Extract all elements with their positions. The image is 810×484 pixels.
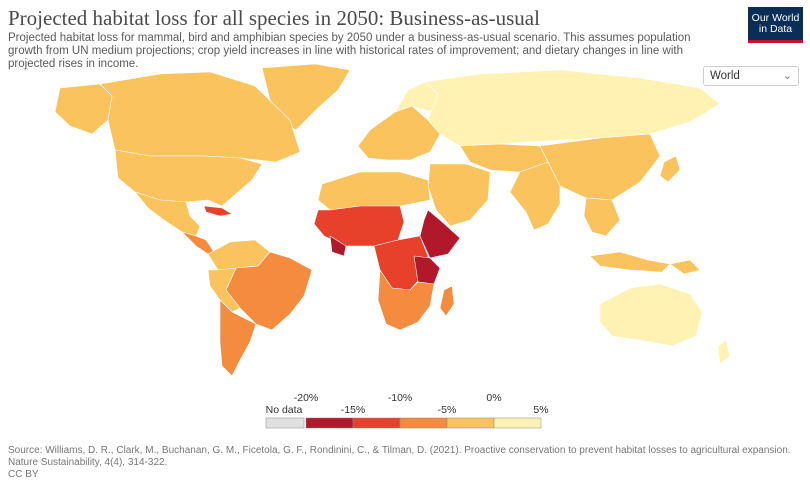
legend-no-data-label: No data: [266, 404, 303, 416]
map-region-papua[interactable]: [669, 259, 701, 275]
map-region-europe[interactable]: [357, 105, 441, 161]
legend-tick-top-1: -10%: [388, 392, 413, 404]
map-region-middle-east[interactable]: [427, 163, 491, 227]
color-legend: No data -20% -10% 0% -15% -5% 5%: [265, 392, 549, 429]
chevron-down-icon: ⌄: [782, 70, 792, 82]
source-note: Source: Williams, D. R., Clark, M., Buch…: [8, 445, 791, 468]
legend-bin-2[interactable]: [399, 417, 448, 429]
license-label[interactable]: CC BY: [8, 469, 39, 480]
map-region-usa[interactable]: [114, 149, 263, 207]
map-region-west-africa[interactable]: [313, 205, 405, 247]
map-region-new-zealand[interactable]: [717, 339, 731, 365]
map-region-caribbean[interactable]: [203, 205, 233, 217]
map-region-central-america[interactable]: [181, 231, 215, 255]
region-selector[interactable]: World ⌄: [703, 66, 799, 86]
map-region-alaska[interactable]: [54, 83, 113, 135]
region-selector-value: World: [710, 70, 740, 82]
logo-line-2: in Data: [758, 22, 793, 35]
map-region-indonesia[interactable]: [589, 251, 671, 273]
map-region-canada[interactable]: [99, 71, 301, 163]
map-region-russia[interactable]: [424, 69, 721, 147]
legend-tick-bottom-0: -15%: [341, 404, 366, 416]
legend-bin-3[interactable]: [446, 417, 495, 429]
map-region-north-africa[interactable]: [317, 171, 431, 211]
world-map[interactable]: [0, 60, 810, 380]
legend-tick-top-2: 0%: [486, 392, 501, 404]
chart-subtitle: Projected habitat loss for mammal, bird …: [8, 32, 691, 70]
map-region-southeast-asia[interactable]: [583, 197, 621, 237]
logo-line-1: Our World: [751, 11, 800, 24]
map-region-gulf-of-guinea[interactable]: [329, 235, 347, 257]
map-region-india[interactable]: [509, 161, 561, 231]
map-region-southern-africa[interactable]: [377, 269, 435, 331]
legend-bin-0[interactable]: [305, 417, 354, 429]
legend-bin-1[interactable]: [352, 417, 401, 429]
legend-tick-top-0: -20%: [294, 392, 319, 404]
map-region-australia[interactable]: [599, 283, 703, 347]
legend-tick-bottom-2: 5%: [533, 404, 548, 416]
legend-tick-bottom-1: -5%: [438, 404, 457, 416]
map-region-mexico[interactable]: [134, 191, 201, 237]
owid-logo[interactable]: Our World in Data: [748, 7, 803, 43]
map-region-andes[interactable]: [207, 267, 241, 313]
legend-no-data-swatch: [265, 417, 305, 429]
map-region-horn-of-africa[interactable]: [419, 209, 461, 259]
map-region-japan[interactable]: [659, 155, 681, 183]
chart-title: Projected habitat loss for all species i…: [8, 6, 540, 30]
map-region-southern-cone[interactable]: [219, 299, 257, 377]
map-region-madagascar[interactable]: [439, 285, 455, 317]
legend-bin-4[interactable]: [493, 417, 542, 429]
map-region-east-africa[interactable]: [413, 255, 441, 285]
